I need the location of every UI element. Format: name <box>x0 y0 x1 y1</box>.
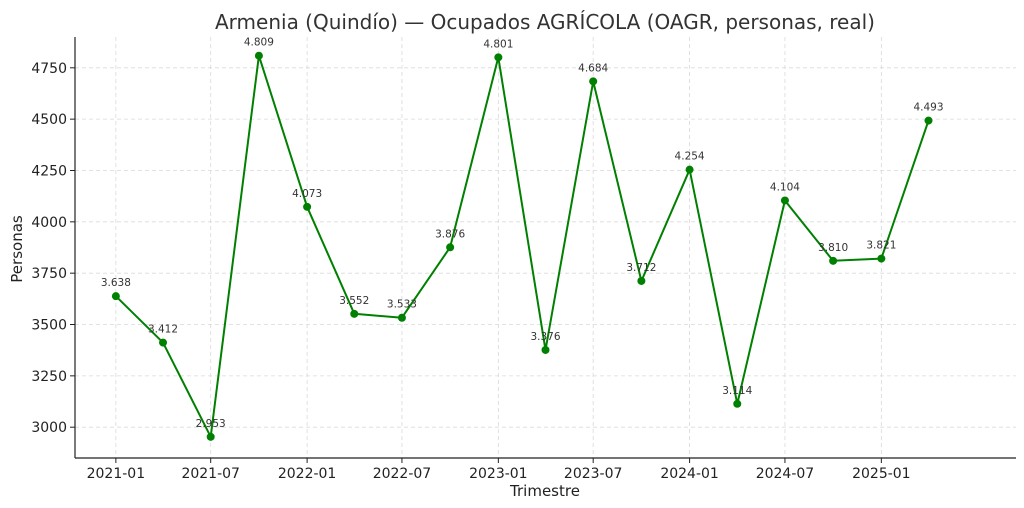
grid-lines <box>75 37 1016 458</box>
x-tick-label: 2022-01 <box>278 466 337 482</box>
data-label: 4.254 <box>675 151 705 163</box>
data-label: 3.552 <box>339 295 369 307</box>
x-tick-label: 2022-07 <box>373 466 432 482</box>
data-label: 3.114 <box>722 385 752 397</box>
data-point <box>541 345 550 354</box>
y-tick-label: 4750 <box>31 61 67 77</box>
data-label: 3.712 <box>626 262 656 274</box>
data-point <box>494 53 503 62</box>
x-tick-label: 2024-07 <box>756 466 815 482</box>
data-label: 4.493 <box>913 102 943 114</box>
y-tick-label: 3000 <box>31 420 67 436</box>
data-point <box>303 202 312 211</box>
data-label: 4.809 <box>244 37 274 49</box>
data-label: 3.810 <box>818 242 848 254</box>
y-tick-label: 4250 <box>31 163 67 179</box>
data-point <box>589 77 598 86</box>
series-polyline <box>115 54 930 438</box>
data-label: 4.684 <box>578 62 608 74</box>
data-point <box>446 243 455 252</box>
y-tick-label: 4500 <box>31 112 67 128</box>
y-tick-label: 3250 <box>31 369 67 385</box>
data-point <box>206 432 215 441</box>
data-point <box>780 196 789 205</box>
data-point <box>397 313 406 322</box>
y-tick-label: 3500 <box>31 318 67 334</box>
data-label: 3.533 <box>387 299 417 311</box>
data-labels: 3.638 3.412 2.953 4.809 4.073 3.552 3.533 3.876… <box>101 37 944 430</box>
y-tick-label: 3750 <box>31 266 67 282</box>
series-line <box>111 51 933 441</box>
x-tick-label: 2023-07 <box>564 466 623 482</box>
x-axis-label: Trimestre <box>509 482 580 500</box>
data-point <box>685 165 694 174</box>
data-point <box>924 116 933 125</box>
x-tick-label: 2024-01 <box>660 466 719 482</box>
data-label: 3.876 <box>435 228 465 240</box>
data-label: 3.412 <box>148 324 178 336</box>
x-tick-label: 2025-01 <box>852 466 911 482</box>
data-point <box>111 292 120 301</box>
chart-title: Armenia (Quindío) — Ocupados AGRÍCOLA (O… <box>215 10 875 34</box>
data-label: 4.801 <box>483 38 513 50</box>
data-label: 3.821 <box>866 240 896 252</box>
axes: 3000 3250 3500 3750 4000 4250 4500 4750 2021-01 2… <box>31 37 1016 482</box>
data-label: 2.953 <box>196 418 226 430</box>
data-point <box>829 256 838 265</box>
x-tick-label: 2021-07 <box>181 466 240 482</box>
data-label: 4.104 <box>770 181 800 193</box>
y-tick-label: 4000 <box>31 215 67 231</box>
data-label: 4.073 <box>292 188 322 200</box>
data-point <box>254 51 263 60</box>
data-point <box>637 276 646 285</box>
data-point <box>159 338 168 347</box>
data-label: 3.376 <box>530 331 560 343</box>
data-point <box>733 399 742 408</box>
y-axis-label: Personas <box>8 215 26 283</box>
x-tick-label: 2023-01 <box>469 466 528 482</box>
data-point <box>350 309 359 318</box>
x-tick-label: 2021-01 <box>87 466 146 482</box>
data-label: 3.638 <box>101 277 131 289</box>
data-point <box>877 254 886 263</box>
